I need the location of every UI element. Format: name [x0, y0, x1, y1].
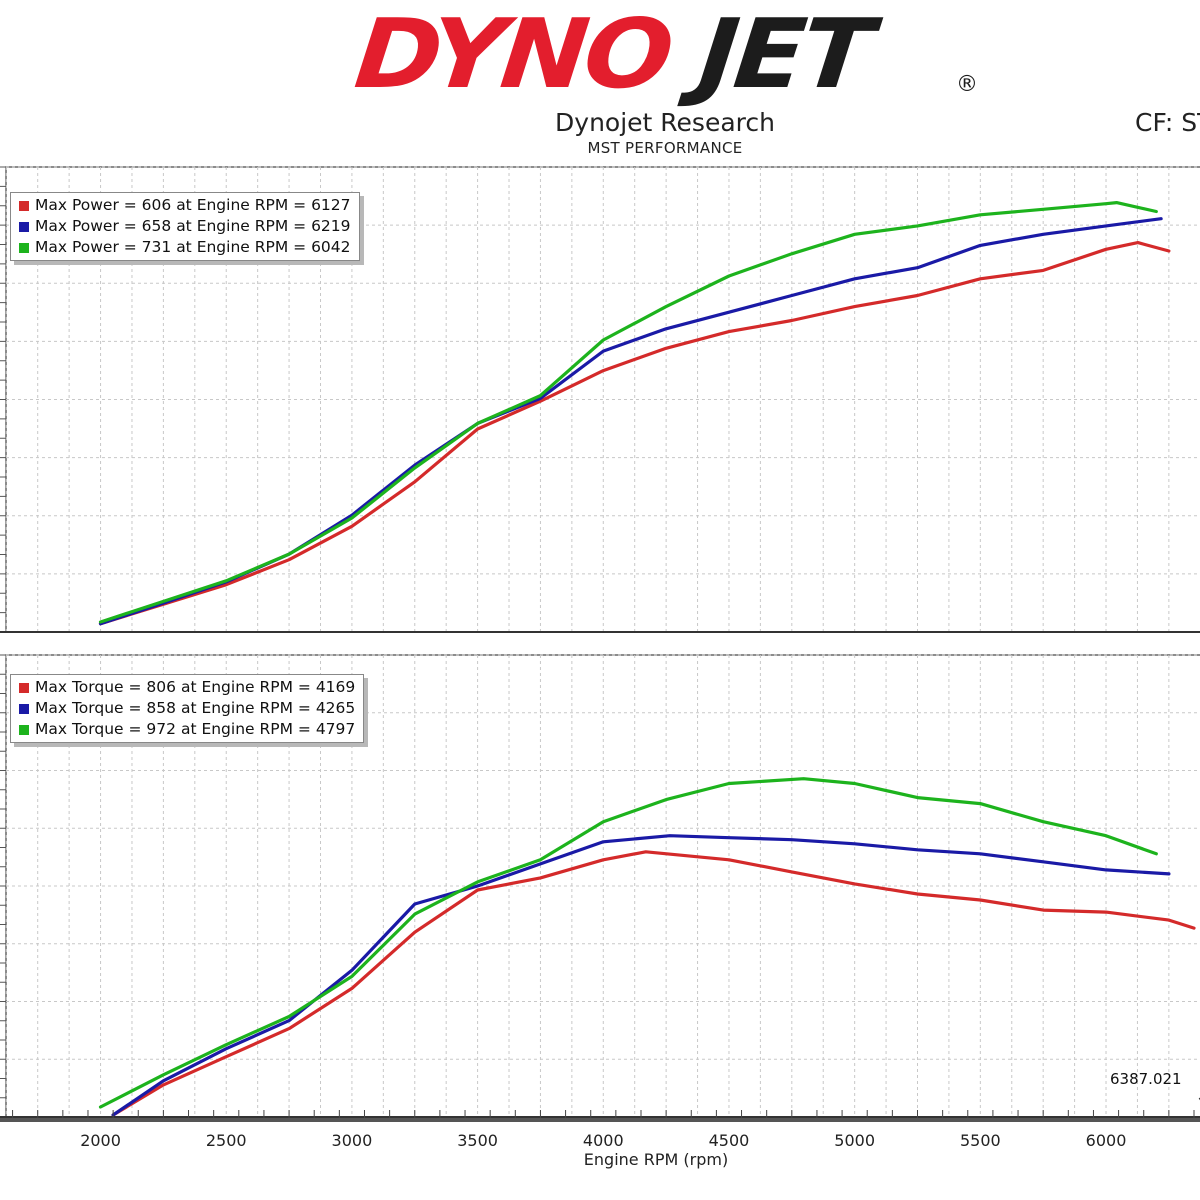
- x-axis-label: Engine RPM (rpm): [583, 1150, 729, 1169]
- correction-factor-label: CF: ST: [1135, 108, 1200, 137]
- series-line-run-1: [98, 241, 1171, 626]
- x-tick-label: 4500: [709, 1131, 750, 1150]
- legend-text: Max Power = 658 at Engine RPM = 6219: [35, 217, 351, 235]
- cursor-rpm-readout: 6387.021: [1110, 1070, 1182, 1088]
- power-legend-entry: Max Power = 658 at Engine RPM = 6219: [19, 216, 351, 237]
- series-line-run-3: [98, 777, 1158, 1109]
- torque-legend-entry: Max Torque = 806 at Engine RPM = 4169: [19, 677, 355, 698]
- legend-swatch: [19, 725, 29, 735]
- x-tick-label: 2000: [80, 1131, 121, 1150]
- x-tick-label: 5000: [834, 1131, 875, 1150]
- legend-swatch: [19, 704, 29, 714]
- series-line-run-2: [111, 834, 1171, 1117]
- legend-swatch: [19, 201, 29, 211]
- x-tick-label: 3500: [457, 1131, 498, 1150]
- torque-legend-entry: Max Torque = 858 at Engine RPM = 4265: [19, 698, 355, 719]
- page-subtitle: MST PERFORMANCE: [587, 139, 743, 157]
- x-tick-label: 2500: [206, 1131, 247, 1150]
- series-line-run-3: [98, 201, 1158, 624]
- legend-swatch: [19, 243, 29, 253]
- legend-text: Max Torque = 972 at Engine RPM = 4797: [35, 720, 356, 738]
- series-line-run-1: [111, 850, 1196, 1117]
- x-tick-label: 5500: [960, 1131, 1001, 1150]
- power-legend: Max Power = 606 at Engine RPM = 6127 Max…: [10, 192, 360, 261]
- power-legend-entry: Max Power = 606 at Engine RPM = 6127: [19, 195, 351, 216]
- torque-legend: Max Torque = 806 at Engine RPM = 4169 Ma…: [10, 674, 365, 743]
- legend-text: Max Torque = 858 at Engine RPM = 4265: [35, 699, 356, 717]
- registered-mark: ®: [956, 72, 978, 97]
- x-tick-label: 3000: [332, 1131, 373, 1150]
- legend-text: Max Power = 731 at Engine RPM = 6042: [35, 238, 351, 256]
- legend-swatch: [19, 222, 29, 232]
- legend-swatch: [19, 683, 29, 693]
- torque-legend-entry: Max Torque = 972 at Engine RPM = 4797: [19, 719, 355, 740]
- x-tick-label: 4000: [583, 1131, 624, 1150]
- x-tick-label: 6000: [1086, 1131, 1127, 1150]
- legend-text: Max Torque = 806 at Engine RPM = 4169: [35, 678, 356, 696]
- x-axis-bar: [0, 1118, 1200, 1122]
- dynojet-logo: DYNO JET ®: [0, 0, 1200, 110]
- legend-text: Max Power = 606 at Engine RPM = 6127: [35, 196, 351, 214]
- power-legend-entry: Max Power = 731 at Engine RPM = 6042: [19, 237, 351, 258]
- page-title: Dynojet Research: [555, 108, 775, 137]
